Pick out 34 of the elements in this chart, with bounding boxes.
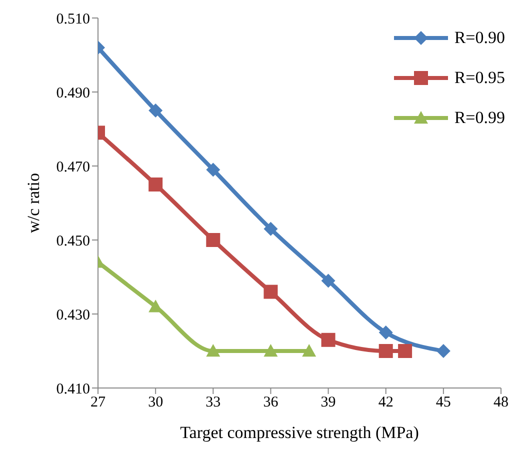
point <box>436 344 450 358</box>
point <box>206 233 220 247</box>
x-tick-label: 48 <box>494 394 508 411</box>
x-tick-label: 42 <box>378 394 394 411</box>
y-tick-label: 0.490 <box>56 85 90 102</box>
x-tick-label: 33 <box>206 394 221 411</box>
point <box>264 222 278 236</box>
x-tick-label: 36 <box>263 394 279 411</box>
x-tick-label: 45 <box>436 394 451 411</box>
point <box>321 332 336 347</box>
y-tick-label: 0.450 <box>56 233 90 250</box>
point <box>398 344 412 358</box>
x-axis-title: Target compressive strength (MPa) <box>180 423 419 442</box>
x-tick-label: 27 <box>90 394 106 411</box>
point <box>148 178 163 192</box>
y-tick-label: 0.410 <box>56 381 90 398</box>
point <box>302 344 316 357</box>
legend-label: R=0.99 <box>454 108 505 128</box>
point <box>378 344 393 358</box>
y-tick-label: 0.470 <box>56 159 90 176</box>
legend-label: R=0.90 <box>454 28 505 48</box>
point <box>321 274 336 288</box>
point <box>206 162 220 177</box>
legend-label: R=0.95 <box>454 68 505 88</box>
x-tick-label: 30 <box>148 394 164 411</box>
point <box>148 104 163 118</box>
point <box>264 344 278 357</box>
y-tick-label: 0.510 <box>56 11 90 28</box>
point <box>206 344 220 357</box>
y-tick-label: 0.430 <box>56 307 90 324</box>
point <box>264 284 278 299</box>
y-axis-title: w/c ratio <box>24 173 44 233</box>
x-tick-label: 39 <box>320 394 336 411</box>
point <box>378 326 393 340</box>
